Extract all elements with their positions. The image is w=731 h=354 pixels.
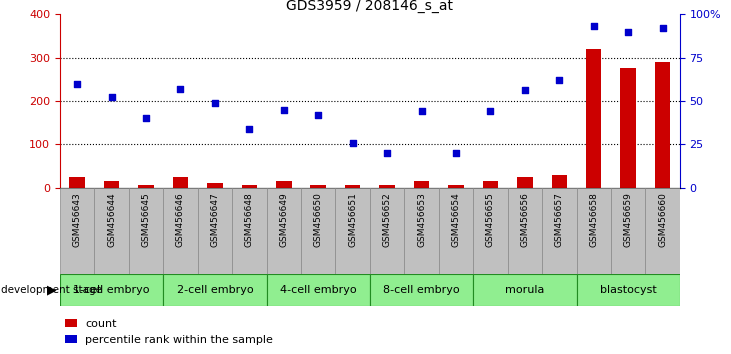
Bar (577, 188, 611, 274)
Bar (173, 177, 188, 188)
Text: GSM456646: GSM456646 (176, 192, 185, 247)
Text: GSM456648: GSM456648 (245, 192, 254, 247)
Point (622, 29, 634, 34)
Text: GSM456652: GSM456652 (382, 192, 392, 247)
Bar (404, 188, 439, 274)
Point (278, 107, 289, 113)
Bar (242, 185, 257, 188)
Bar (370, 188, 404, 274)
Bar (542, 188, 577, 274)
Bar (552, 175, 567, 188)
Point (656, 25, 668, 31)
Bar (645, 188, 680, 274)
Text: GSM456650: GSM456650 (314, 192, 322, 247)
Bar (439, 188, 473, 274)
Bar (621, 68, 636, 188)
Bar (370, 274, 473, 306)
Bar (69, 177, 85, 188)
Text: GSM456645: GSM456645 (142, 192, 151, 247)
Bar (129, 188, 163, 274)
Text: morula: morula (505, 285, 545, 295)
Point (485, 108, 496, 114)
Bar (267, 188, 301, 274)
Bar (163, 188, 197, 274)
Bar (507, 188, 542, 274)
Point (450, 150, 462, 156)
Text: GSM456649: GSM456649 (279, 192, 288, 247)
Bar (345, 185, 360, 188)
Bar (60, 274, 163, 306)
Bar (473, 188, 507, 274)
Text: 2-cell embryo: 2-cell embryo (177, 285, 253, 295)
Bar (473, 274, 577, 306)
Text: GSM456647: GSM456647 (211, 192, 219, 247)
Bar (577, 274, 680, 306)
Point (588, 23, 599, 29)
Bar (276, 181, 292, 188)
Bar (163, 274, 267, 306)
Bar (414, 181, 429, 188)
Bar (586, 49, 602, 188)
Point (140, 115, 152, 121)
Point (346, 140, 358, 145)
Point (209, 100, 221, 105)
Text: GSM456643: GSM456643 (72, 192, 82, 247)
Legend: count, percentile rank within the sample: count, percentile rank within the sample (66, 319, 273, 345)
Text: 8-cell embryo: 8-cell embryo (383, 285, 460, 295)
Bar (267, 274, 370, 306)
Text: blastocyst: blastocyst (600, 285, 656, 295)
Bar (379, 185, 395, 188)
Bar (655, 62, 670, 188)
Point (175, 86, 186, 92)
Point (312, 112, 324, 118)
Bar (448, 185, 463, 188)
Text: GSM456651: GSM456651 (348, 192, 357, 247)
Bar (232, 188, 267, 274)
Text: GSM456655: GSM456655 (486, 192, 495, 247)
Bar (60, 188, 94, 274)
Text: GSM456654: GSM456654 (452, 192, 461, 247)
Bar (611, 188, 645, 274)
Bar (301, 188, 336, 274)
Bar (336, 188, 370, 274)
Bar (104, 181, 119, 188)
Point (243, 126, 255, 131)
Title: GDS3959 / 208146_s_at: GDS3959 / 208146_s_at (287, 0, 453, 13)
Text: GSM456659: GSM456659 (624, 192, 632, 247)
Text: 4-cell embryo: 4-cell embryo (280, 285, 357, 295)
Bar (311, 185, 326, 188)
Point (106, 95, 118, 100)
Point (72, 81, 83, 86)
Bar (94, 188, 129, 274)
Point (519, 88, 531, 93)
Point (416, 108, 428, 114)
Text: GSM456656: GSM456656 (520, 192, 529, 247)
Text: ▶: ▶ (47, 284, 56, 297)
Text: 1-cell embryo: 1-cell embryo (73, 285, 150, 295)
Text: GSM456657: GSM456657 (555, 192, 564, 247)
Bar (482, 181, 498, 188)
Bar (207, 183, 223, 188)
Bar (138, 185, 154, 188)
Text: GSM456658: GSM456658 (589, 192, 598, 247)
Text: GSM456644: GSM456644 (107, 192, 116, 247)
Text: GSM456660: GSM456660 (658, 192, 667, 247)
Bar (517, 177, 533, 188)
Text: development stage: development stage (1, 285, 102, 295)
Point (382, 150, 393, 156)
Bar (197, 188, 232, 274)
Point (553, 77, 565, 83)
Text: GSM456653: GSM456653 (417, 192, 426, 247)
